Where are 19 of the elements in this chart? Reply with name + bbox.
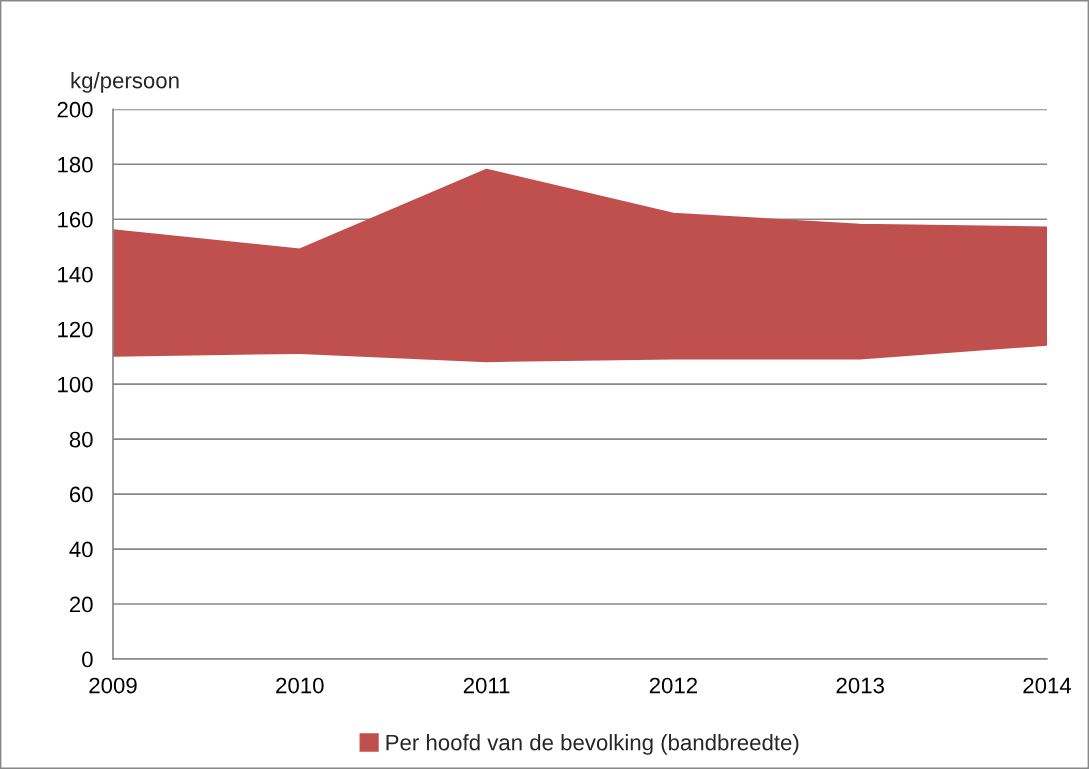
legend-label: Per hoofd van de bevolking (bandbreedte) [386, 734, 799, 755]
x-tick-label: 2011 [463, 677, 510, 694]
y-tick-label: 120 [58, 321, 93, 338]
y-tick-label: 80 [69, 431, 93, 448]
y-tick-label: 0 [82, 651, 93, 668]
y-tick-label: 40 [69, 541, 93, 558]
y-tick-label: 20 [69, 596, 93, 613]
x-tick-label: 2012 [649, 677, 697, 694]
y-tick-label: 180 [58, 156, 93, 173]
y-tick-label: 100 [58, 376, 93, 393]
y-tick-label: 140 [58, 266, 93, 283]
y-tick-label: 160 [58, 211, 93, 228]
y-tick-label: 60 [69, 486, 93, 503]
x-tick-label: 2013 [836, 677, 884, 694]
x-tick-label: 2010 [276, 677, 324, 694]
y-axis-title: kg/persoon [71, 72, 179, 93]
x-tick-label: 2014 [1023, 677, 1072, 694]
x-tick-label: 2009 [89, 677, 137, 694]
y-tick-label: 200 [57, 101, 93, 118]
